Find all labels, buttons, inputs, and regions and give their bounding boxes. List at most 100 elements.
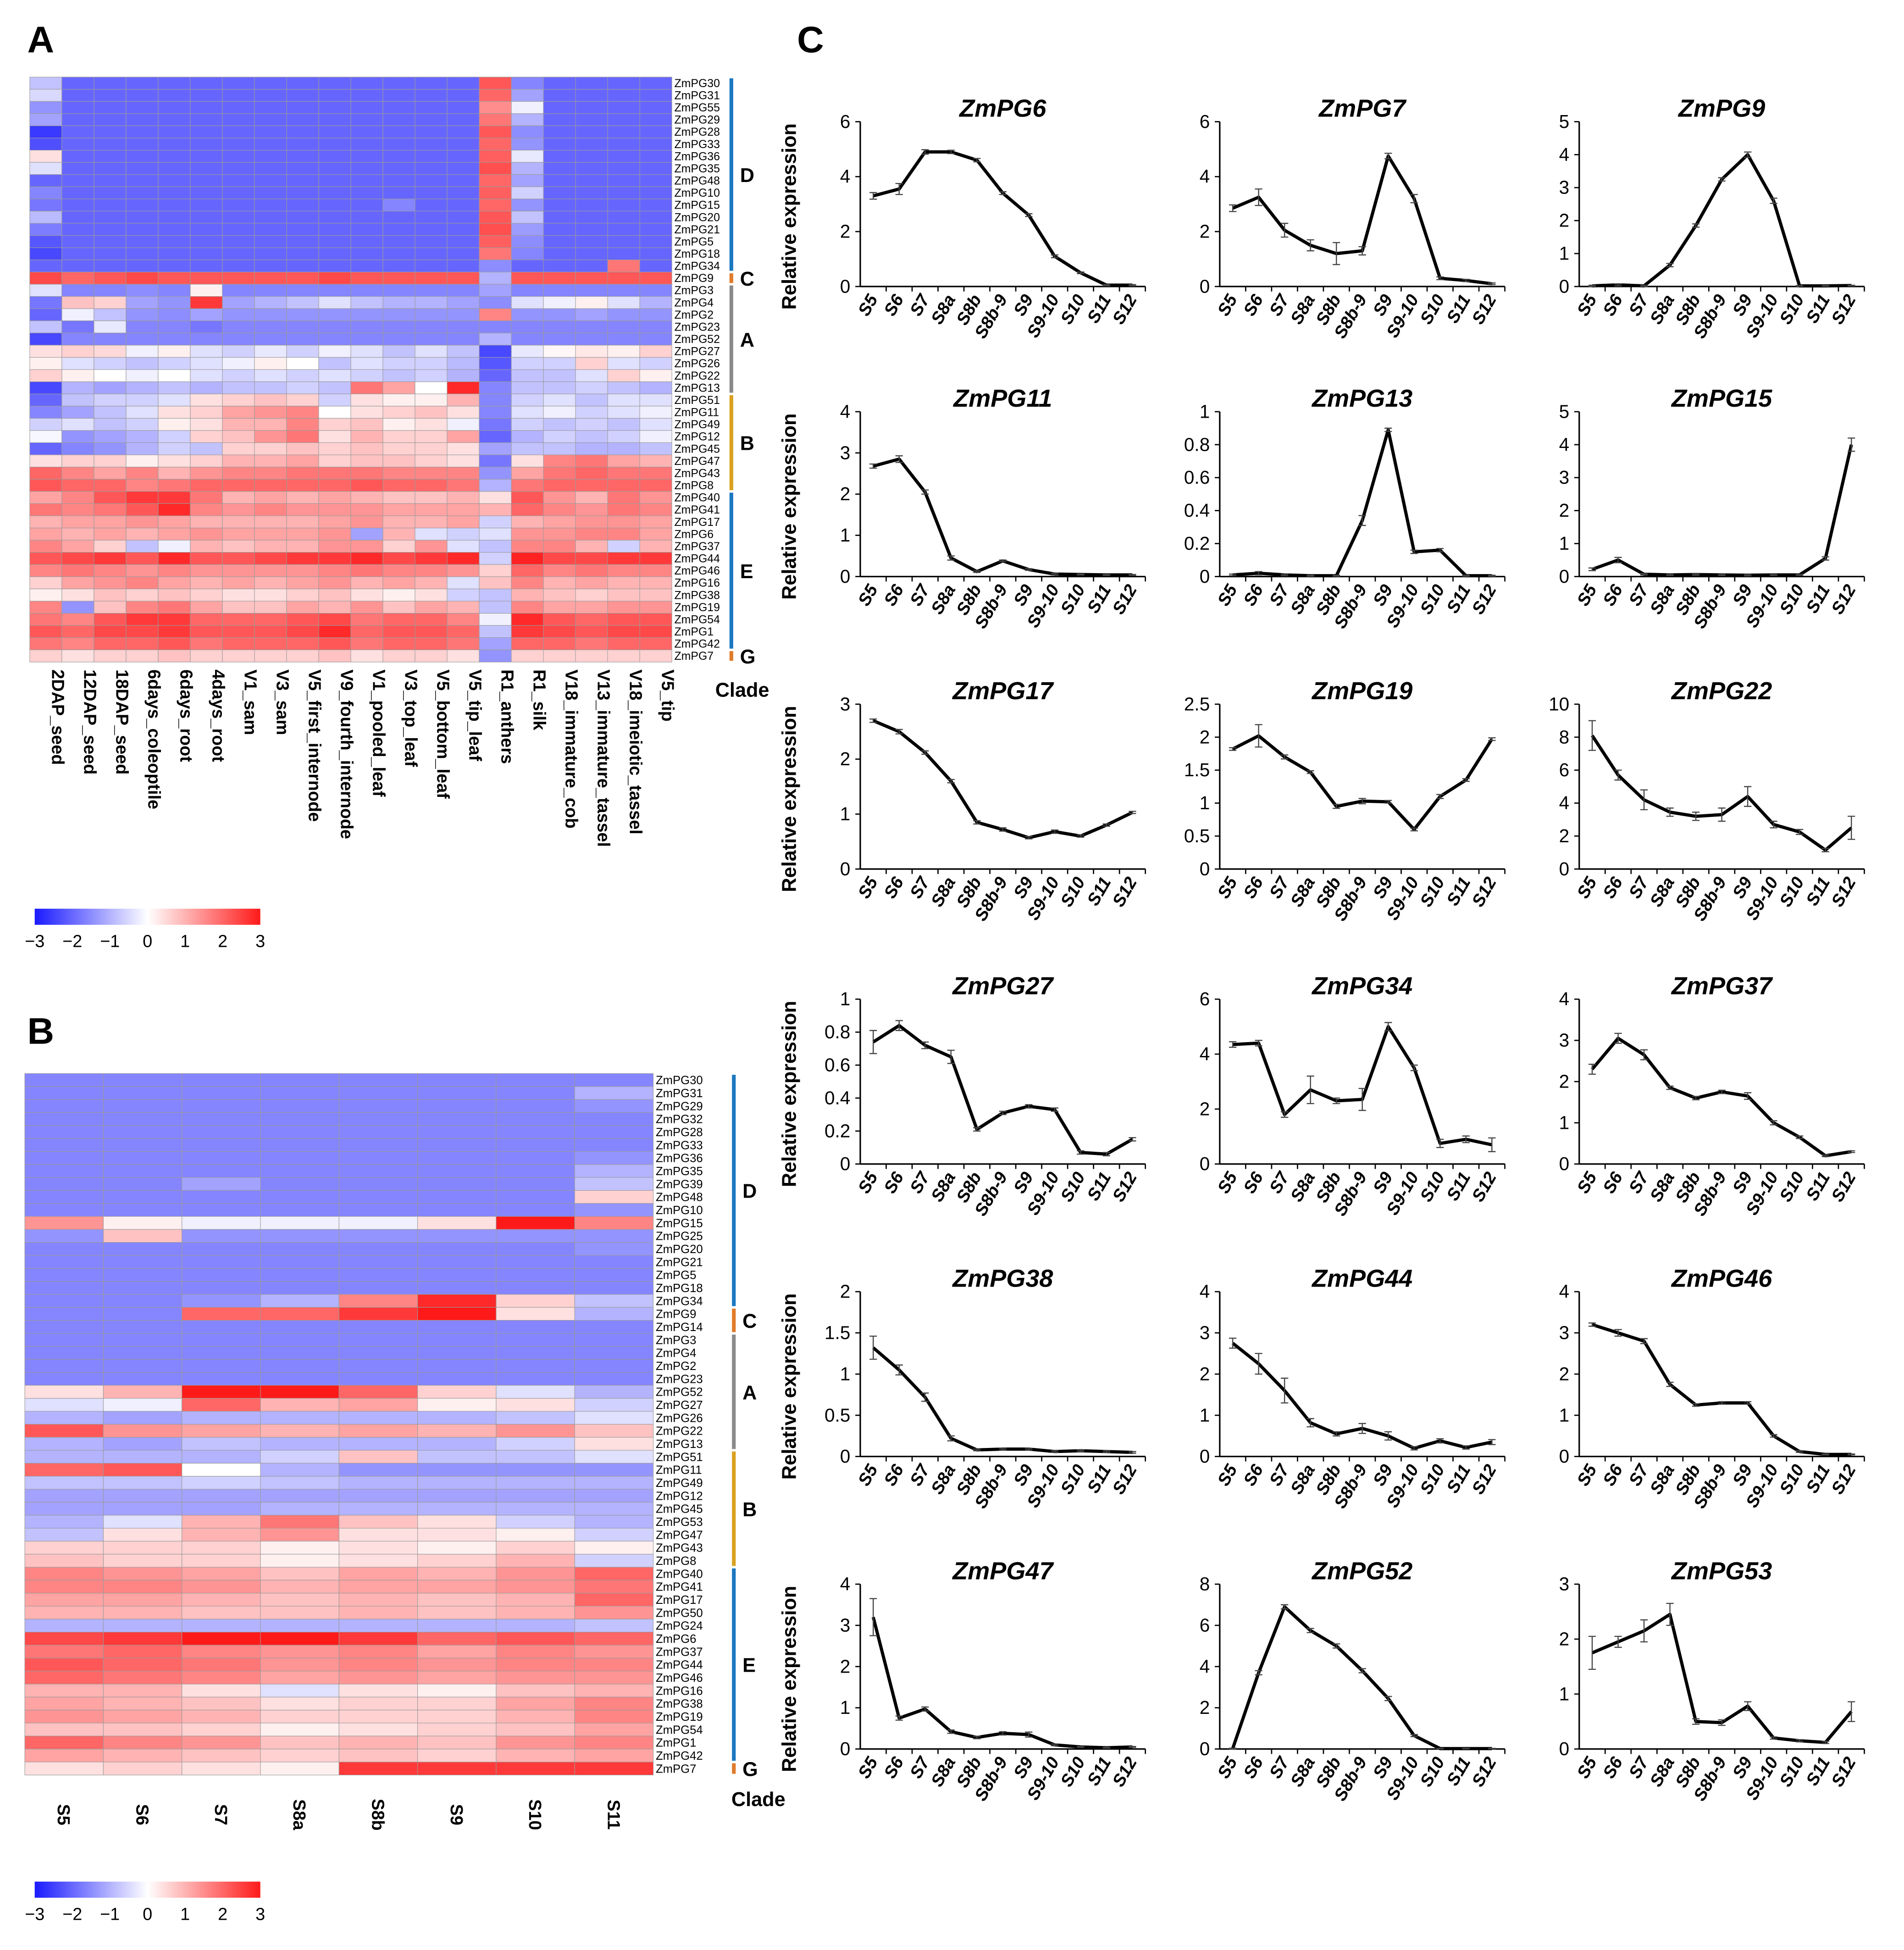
panel-letter-b: B <box>27 1011 54 1052</box>
heatmap-cell <box>496 1528 575 1541</box>
heatmap-cell <box>511 77 544 90</box>
heatmap-cell <box>447 552 480 565</box>
heatmap-cell <box>575 540 608 553</box>
gene-label: ZmPG54 <box>675 613 720 626</box>
heatmap-cell <box>158 528 191 541</box>
heatmap-cell <box>350 296 383 309</box>
heatmap-cell <box>318 454 351 468</box>
x-tick-label: S11 <box>1443 1754 1475 1789</box>
heatmap-cell <box>254 77 287 90</box>
heatmap-cell <box>417 1554 497 1568</box>
heatmap-cell <box>338 1593 418 1607</box>
heatmap-cell <box>286 125 319 138</box>
heatmap-cell <box>222 552 255 565</box>
heatmap-cell <box>222 223 255 236</box>
heatmap-cell <box>126 418 159 431</box>
heatmap-cell <box>103 1554 183 1568</box>
heatmap-cell <box>496 1190 575 1204</box>
heatmap-cell <box>447 138 480 151</box>
heatmap-cell <box>415 113 448 126</box>
heatmap-cell <box>61 77 94 90</box>
heatmap-cell <box>415 576 448 590</box>
heatmap-cell <box>286 613 319 626</box>
heatmap-cell <box>254 528 287 541</box>
heatmap-cell <box>496 1632 575 1646</box>
heatmap-cell <box>575 174 608 187</box>
x-tick-label: S5 <box>1214 873 1241 902</box>
heatmap-cell <box>338 1242 418 1256</box>
heatmap-cell <box>286 308 319 321</box>
heatmap-cell <box>158 357 191 370</box>
heatmap-cell <box>607 210 640 224</box>
x-tick-label: S12 <box>1828 1169 1860 1205</box>
heatmap-cell <box>222 235 255 248</box>
heatmap-cell <box>222 442 255 455</box>
heatmap-cell <box>607 540 640 553</box>
line-chart-zmpg52: 02468S5S6S7S8aS8bS8b-9S9S9-10S10S11S12Zm… <box>1200 1557 1505 1804</box>
heatmap-cell <box>415 138 448 151</box>
heatmap-cell <box>447 260 480 272</box>
heatmap-cell <box>254 186 287 199</box>
heatmap-cell <box>511 393 544 407</box>
heatmap-cell <box>24 1411 104 1425</box>
x-tick-label: S11 <box>1084 291 1115 326</box>
heatmap-cell <box>158 271 191 285</box>
chart-title: ZmPG11 <box>952 385 1052 412</box>
heatmap-cell <box>350 649 383 663</box>
gene-label: ZmPG42 <box>656 1750 703 1762</box>
heatmap-cell <box>543 528 576 541</box>
heatmap-cell <box>61 357 94 370</box>
y-tick-label: 5 <box>1559 401 1570 422</box>
heatmap-cell <box>318 101 351 114</box>
heatmap-cell <box>415 430 448 443</box>
heatmap-cell <box>574 1268 654 1282</box>
heatmap-cell <box>126 199 159 212</box>
heatmap-cell <box>575 308 608 321</box>
heatmap-cell <box>254 89 287 102</box>
heatmap-cell <box>61 320 94 333</box>
heatmap-cell <box>94 174 127 187</box>
heatmap-cell <box>126 625 159 638</box>
series-line <box>1592 153 1852 287</box>
heatmap-cell <box>126 393 159 407</box>
heatmap-cell <box>103 1632 183 1646</box>
heatmap-cell <box>318 613 351 626</box>
heatmap-cell <box>24 1255 104 1269</box>
heatmap-cell <box>350 588 383 602</box>
heatmap-cell <box>496 1151 575 1165</box>
heatmap-cell <box>158 503 191 516</box>
heatmap-cell <box>607 260 640 272</box>
heatmap-cell <box>286 381 319 394</box>
heatmap-cell <box>260 1255 339 1269</box>
heatmap-cell <box>417 1463 497 1477</box>
heatmap-cell <box>94 406 127 419</box>
heatmap-cell <box>382 442 415 455</box>
heatmap-cell <box>103 1255 183 1269</box>
heatmap-cell <box>126 101 159 114</box>
heatmap-cell <box>318 186 351 199</box>
heatmap-cell <box>260 1684 339 1697</box>
heatmap-cell <box>103 1619 183 1633</box>
heatmap-cell <box>190 564 223 577</box>
heatmap-cell <box>415 540 448 553</box>
series-line <box>872 1346 1133 1454</box>
heatmap-cell <box>222 260 255 272</box>
x-tick-label: S10 <box>1057 1461 1089 1497</box>
stage-label: S8b <box>368 1799 387 1830</box>
heatmap-cell <box>415 381 448 394</box>
heatmap-cell <box>61 186 94 199</box>
heatmap-cell <box>607 637 640 650</box>
heatmap-cell <box>338 1320 418 1334</box>
heatmap-cell <box>479 271 512 285</box>
heatmap-cell <box>254 345 287 358</box>
heatmap-cell <box>511 503 544 516</box>
heatmap-cell <box>415 503 448 516</box>
heatmap-cell <box>260 1515 339 1529</box>
x-tick-label: S5 <box>1214 581 1241 609</box>
heatmap-cell <box>103 1398 183 1412</box>
y-tick-label: 2 <box>1559 1628 1570 1649</box>
heatmap-cell <box>190 89 223 102</box>
heatmap-cell <box>61 418 94 431</box>
heatmap-cell <box>158 479 191 492</box>
heatmap-cell <box>260 1164 339 1178</box>
